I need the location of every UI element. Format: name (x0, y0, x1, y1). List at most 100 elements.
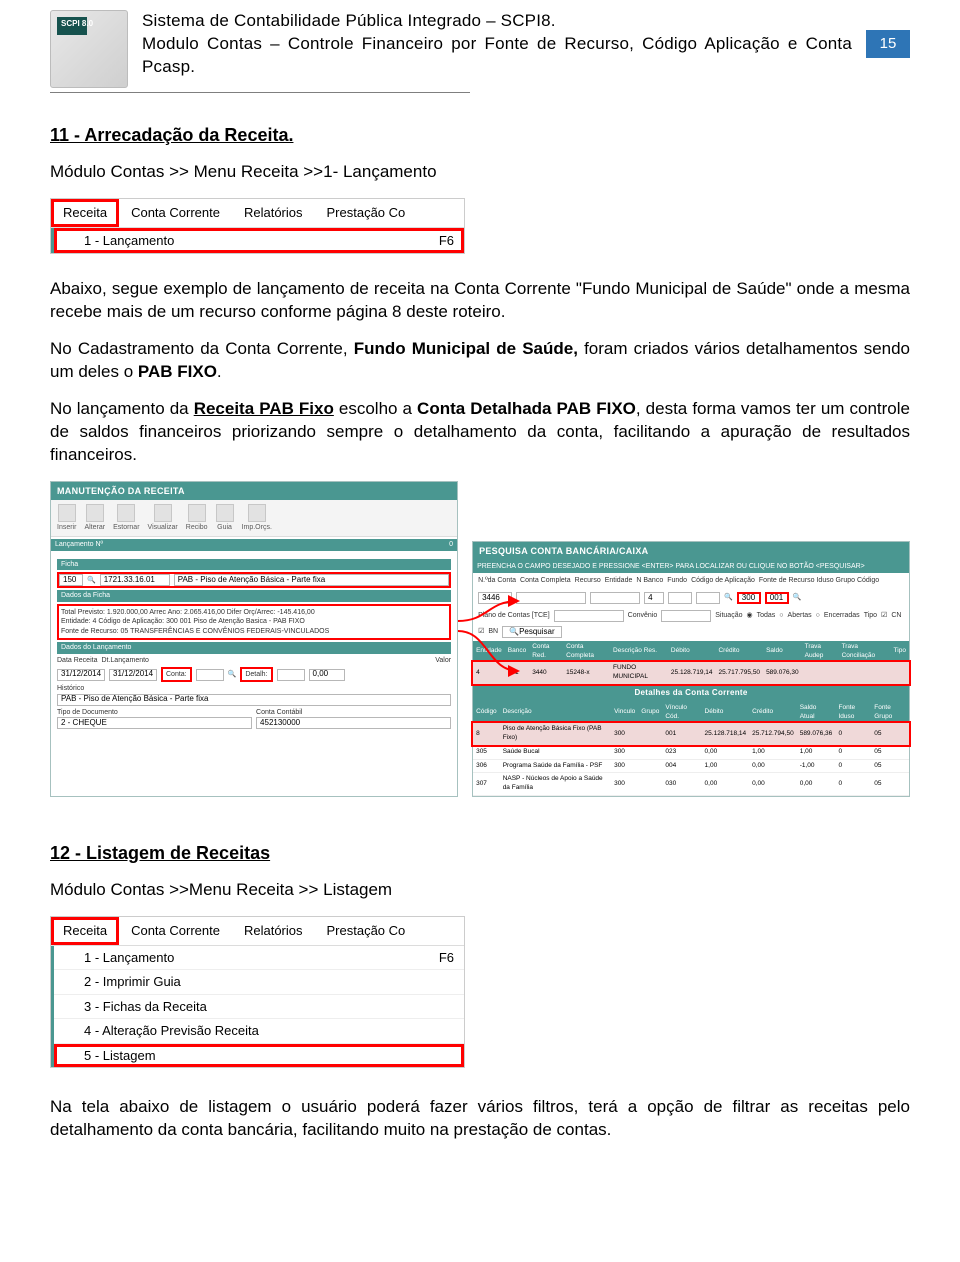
tool-imporcs[interactable]: Imp.Orçs. (242, 504, 272, 532)
tool-visualizar[interactable]: Visualizar (148, 504, 178, 532)
td: 001 (505, 662, 529, 684)
td: 25.712.794,50 (749, 723, 797, 745)
td (891, 662, 909, 684)
sec11-p3-d: Conta Detalhada PAB FIXO (417, 399, 636, 418)
pesquisar-button[interactable]: 🔍 Pesquisar (502, 626, 562, 638)
th: Entidade (473, 641, 505, 663)
radio-encerradas[interactable]: Encerradas (824, 611, 860, 620)
tool-recibo[interactable]: Recibo (186, 504, 208, 532)
menu2-item-prestacao[interactable]: Prestação Co (315, 917, 418, 945)
menu2-row-alteracao[interactable]: 4 - Alteração Previsão Receita (54, 1019, 464, 1044)
td: 589.076,30 (763, 662, 802, 684)
table-row[interactable]: 305 Saúde Bucal 300 023 0,00 1,00 1,00 0… (473, 745, 909, 759)
menu-item-relatorios[interactable]: Relatórios (232, 199, 315, 227)
codapl1-field[interactable]: 300 (737, 592, 761, 604)
menu2-row-fichas[interactable]: 3 - Fichas da Receita (54, 995, 464, 1020)
hist-field[interactable]: PAB - Piso de Atenção Básica - Parte fix… (57, 694, 451, 706)
tipo-doc-label: Tipo de Documento (57, 708, 252, 717)
tool-alterar[interactable]: Alterar (84, 504, 105, 532)
check-bn[interactable]: BN (488, 627, 498, 636)
fundo-field[interactable] (696, 592, 720, 604)
td: 1,00 (797, 745, 836, 759)
detalh-field[interactable] (277, 669, 305, 681)
ficha-cod[interactable]: 1721.33.16.01 (100, 574, 170, 586)
td: 300 (611, 745, 638, 759)
sec11-p2-d: PAB FIXO (138, 362, 217, 381)
nbanco-field[interactable] (668, 592, 692, 604)
convenio-field[interactable] (661, 610, 711, 622)
sec11-p2-a: No Cadastramento da Conta Corrente, (50, 339, 354, 358)
menu-row-key: F6 (439, 949, 454, 967)
tipo-doc-field[interactable]: 2 - CHEQUE (57, 717, 252, 729)
td: 05 (871, 759, 909, 773)
tool-label: Imp.Orçs. (242, 523, 272, 532)
page-number: 15 (866, 30, 910, 58)
entidade-field[interactable]: 4 (644, 592, 664, 604)
menu2-item-relatorios[interactable]: Relatórios (232, 917, 315, 945)
label-nconta: N.ºda Conta (478, 576, 516, 585)
conta-completa-field[interactable] (516, 592, 586, 604)
recurso-field[interactable] (590, 592, 640, 604)
header-line1: Sistema de Contabilidade Pública Integra… (142, 10, 852, 33)
th: Grupo (638, 702, 662, 724)
table-row[interactable]: 8 Piso de Atenção Básica Fixo (PAB Fixo)… (473, 723, 909, 745)
menu2-item-conta-corrente[interactable]: Conta Corrente (119, 917, 232, 945)
sec11-p2-e: . (217, 362, 222, 381)
td: 300 (611, 723, 638, 745)
tool-label: Inserir (57, 523, 76, 532)
label-nbanco: N Banco (636, 576, 663, 585)
nconta-field[interactable]: 3446 (478, 592, 512, 604)
menu-screenshot-1: Receita Conta Corrente Relatórios Presta… (50, 198, 465, 254)
menu2-row-lancamento[interactable]: 1 - Lançamento F6 (54, 946, 464, 971)
td: 023 (662, 745, 701, 759)
label-tipo: Tipo (864, 611, 877, 620)
th: Vínculo Cód. (662, 702, 701, 724)
codapl2-field[interactable]: 001 (765, 592, 789, 604)
td: 4 (473, 662, 505, 684)
ficha-row: 150 🔍 1721.33.16.01 PAB - Piso de Atençã… (57, 572, 451, 588)
menu-item-prestacao[interactable]: Prestação Co (315, 199, 418, 227)
table-row[interactable]: 307 NASP - Núcleos de Apoio a Saúde da F… (473, 773, 909, 796)
menu-row-lancamento[interactable]: 1 - Lançamento F6 (54, 228, 464, 254)
menu2-item-receita[interactable]: Receita (51, 917, 119, 945)
menu-item-conta-corrente[interactable]: Conta Corrente (119, 199, 232, 227)
radio-abertas[interactable]: Abertas (788, 611, 812, 620)
td: 15248-x (563, 662, 610, 684)
menu-row-label: 1 - Lançamento (84, 232, 174, 250)
td: 05 (871, 745, 909, 759)
total-prev: Total Previsto: 1.920.000,00 Arrec Ano: … (61, 608, 447, 617)
th: Banco (505, 641, 529, 663)
tool-label: Guia (217, 523, 232, 532)
td (638, 723, 662, 745)
td: 001 (662, 723, 701, 745)
check-cn[interactable]: CN (891, 611, 901, 620)
th: Débito (668, 641, 716, 663)
valor-field[interactable]: 0,00 (309, 669, 345, 681)
plano-field[interactable] (554, 610, 624, 622)
menu2-row-imprimir-guia[interactable]: 2 - Imprimir Guia (54, 970, 464, 995)
label-conta-completa: Conta Completa (520, 576, 571, 585)
menu-item-receita[interactable]: Receita (51, 199, 119, 227)
dados-lanc-head: Dados do Lançamento (57, 642, 451, 653)
radio-todas[interactable]: Todas (757, 611, 776, 620)
conta-field[interactable] (196, 669, 224, 681)
table-row[interactable]: 4 001 3440 15248-x FUNDO MUNICIPAL 25.12… (473, 662, 909, 684)
sec11-path: Módulo Contas >> Menu Receita >>1- Lança… (50, 161, 910, 184)
left-toolbar: Inserir Alterar Estornar Visualizar Reci… (51, 500, 457, 537)
table-row[interactable]: 306 Programa Saúde da Família - PSF 300 … (473, 759, 909, 773)
tool-inserir[interactable]: Inserir (57, 504, 76, 532)
conta-cont-field[interactable]: 452130000 (256, 717, 451, 729)
label-plano: Plano de Contas [TCE] (478, 611, 550, 620)
data-receita-field[interactable]: 31/12/2014 (57, 669, 105, 681)
sec12-title: 12 - Listagem de Receitas (50, 841, 910, 865)
menu-row-label: 5 - Listagem (84, 1047, 156, 1065)
menu2-row-listagem[interactable]: 5 - Listagem (54, 1044, 464, 1068)
td: 0,00 (702, 773, 750, 796)
ficha-num[interactable]: 150 (59, 574, 83, 586)
tool-guia[interactable]: Guia (216, 504, 234, 532)
td: 0 (836, 723, 872, 745)
td: 3440 (529, 662, 563, 684)
dt-lanc-field[interactable]: 31/12/2014 (109, 669, 157, 681)
label-recurso: Recurso (575, 576, 601, 585)
tool-estornar[interactable]: Estornar (113, 504, 139, 532)
